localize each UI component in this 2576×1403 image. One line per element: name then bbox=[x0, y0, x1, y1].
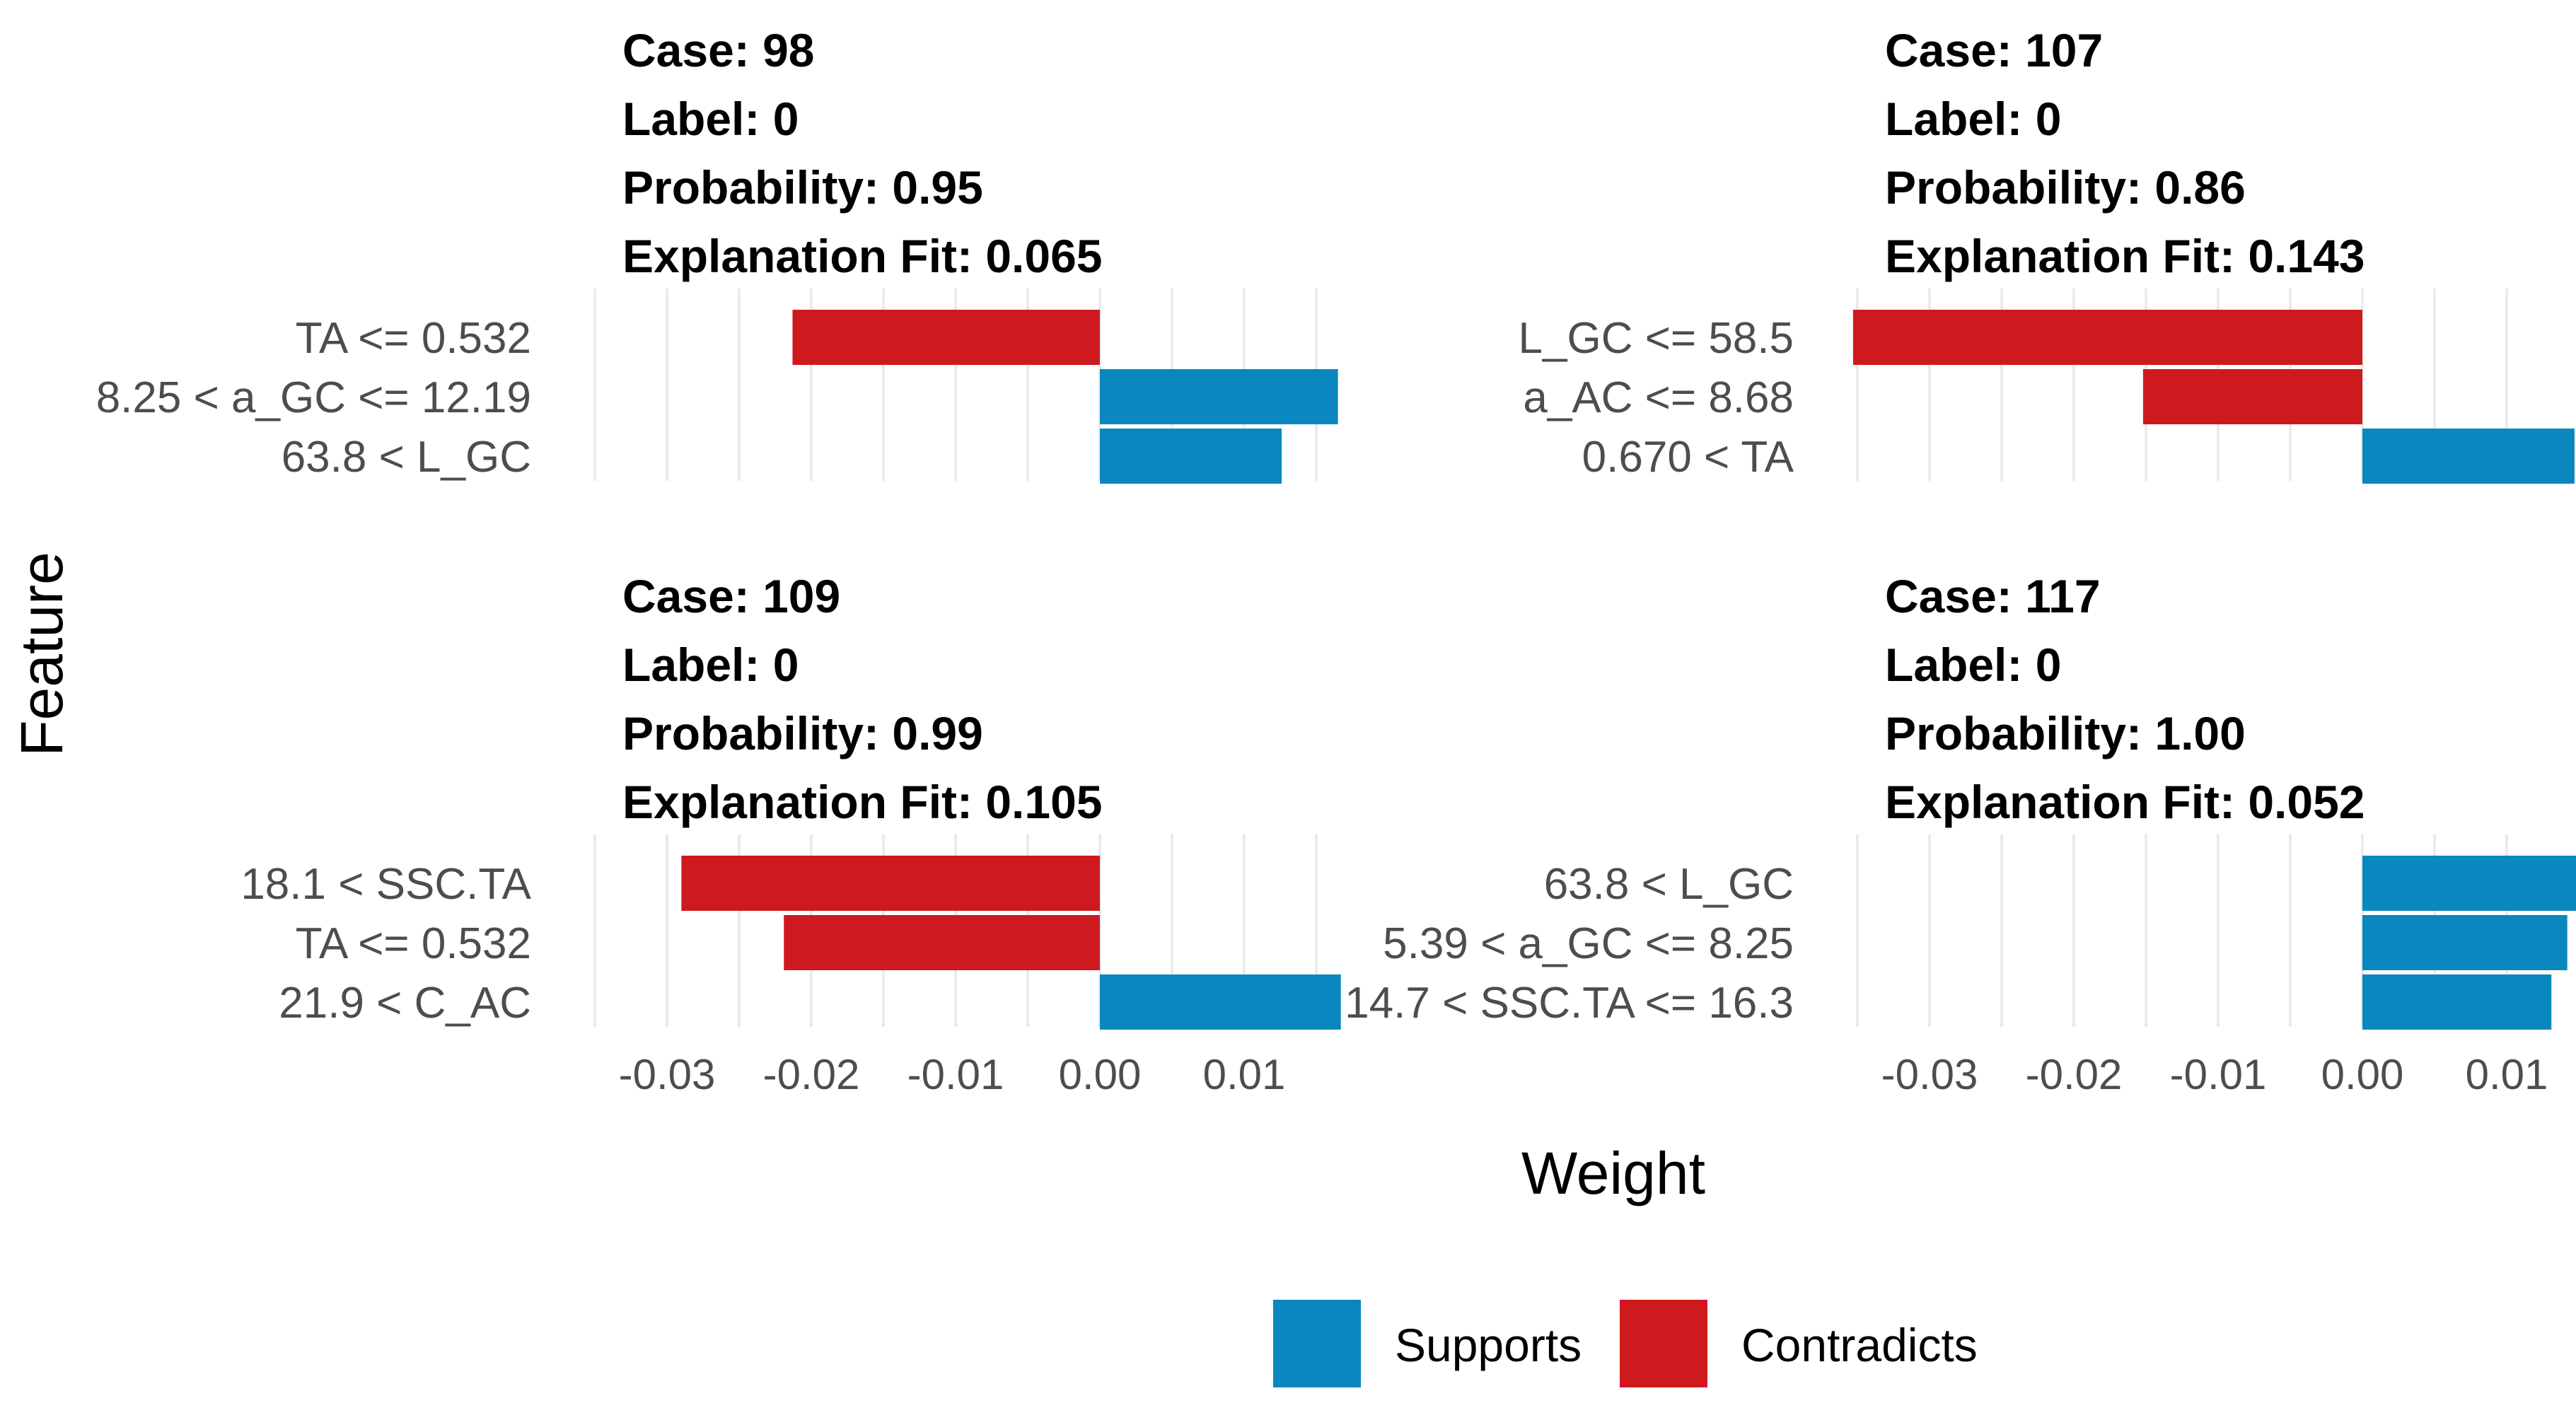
panel-fit-text: Explanation Fit: 0.052 bbox=[1885, 776, 2365, 828]
bar-supports bbox=[2362, 429, 2575, 484]
panel-case-text: Case: 98 bbox=[622, 24, 815, 76]
x-tick-label: -0.03 bbox=[619, 1051, 716, 1098]
feature-label: 8.25 < a_GC <= 12.19 bbox=[96, 373, 531, 422]
panel-case-2: Case: 109 Label: 0 Probability: 0.99 Explan… bbox=[240, 570, 1340, 1098]
panel-case-3: Case: 117 Label: 0 Probability: 1.00 Explan… bbox=[1345, 570, 2576, 1098]
bar-supports bbox=[1100, 369, 1338, 424]
legend-key-supports bbox=[1273, 1300, 1361, 1387]
bar-contradicts bbox=[784, 915, 1100, 970]
panel-fit-text: Explanation Fit: 0.065 bbox=[622, 230, 1103, 282]
panel-probability-text: Probability: 0.86 bbox=[1885, 161, 2246, 214]
bar-supports bbox=[2362, 974, 2551, 1030]
feature-label: L_GC <= 58.5 bbox=[1519, 314, 1794, 363]
bar-supports bbox=[1100, 429, 1282, 484]
feature-label: a_AC <= 8.68 bbox=[1523, 373, 1794, 422]
x-tick-label: -0.02 bbox=[763, 1051, 860, 1098]
panel-probability-text: Probability: 0.95 bbox=[622, 161, 983, 214]
feature-label: TA <= 0.532 bbox=[296, 919, 531, 968]
panel-case-text: Case: 107 bbox=[1885, 24, 2103, 76]
panel-label-text: Label: 0 bbox=[622, 93, 799, 145]
panel-case-text: Case: 117 bbox=[1885, 570, 2101, 622]
x-tick-label: 0.00 bbox=[2321, 1051, 2404, 1098]
x-tick-label: -0.01 bbox=[2170, 1051, 2267, 1098]
feature-label: 5.39 < a_GC <= 8.25 bbox=[1383, 919, 1794, 968]
panel-probability-text: Probability: 0.99 bbox=[622, 707, 983, 759]
panel-case-0: Case: 98 Label: 0 Probability: 0.95 Explana… bbox=[96, 24, 1338, 484]
bar-supports bbox=[2362, 856, 2576, 911]
panel-fit-text: Explanation Fit: 0.105 bbox=[622, 776, 1103, 828]
feature-label: TA <= 0.532 bbox=[296, 314, 531, 363]
x-tick-label: -0.02 bbox=[2026, 1051, 2123, 1098]
x-tick-label: -0.01 bbox=[907, 1051, 1004, 1098]
x-tick-label: 0.00 bbox=[1059, 1051, 1142, 1098]
bar-contradicts bbox=[2143, 369, 2362, 424]
feature-label: 63.8 < L_GC bbox=[1544, 860, 1794, 909]
legend: Supports Contradicts bbox=[1273, 1300, 1978, 1387]
x-tick-label: 0.01 bbox=[1203, 1051, 1286, 1098]
bar-contradicts bbox=[792, 310, 1100, 365]
feature-label: 21.9 < C_AC bbox=[279, 979, 531, 1027]
x-axis-title: Weight bbox=[1521, 1140, 1705, 1206]
feature-label: 18.1 < SSC.TA bbox=[240, 860, 531, 909]
x-tick-label: -0.03 bbox=[1881, 1051, 1978, 1098]
bar-contradicts bbox=[1853, 310, 2362, 365]
bar-supports bbox=[1100, 974, 1341, 1030]
feature-label: 14.7 < SSC.TA <= 16.3 bbox=[1345, 979, 1794, 1027]
panel-label-text: Label: 0 bbox=[622, 639, 799, 691]
bar-contradicts bbox=[681, 856, 1100, 911]
panel-fit-text: Explanation Fit: 0.143 bbox=[1885, 230, 2365, 282]
legend-label-supports: Supports bbox=[1395, 1319, 1582, 1371]
panel-label-text: Label: 0 bbox=[1885, 639, 2061, 691]
panel-case-1: Case: 107 Label: 0 Probability: 0.86 Explan… bbox=[1519, 24, 2576, 484]
panel-case-text: Case: 109 bbox=[622, 570, 840, 622]
panel-probability-text: Probability: 1.00 bbox=[1885, 707, 2246, 759]
y-axis-title: Feature bbox=[8, 552, 75, 757]
panel-label-text: Label: 0 bbox=[1885, 93, 2061, 145]
legend-key-contradicts bbox=[1620, 1300, 1707, 1387]
bar-supports bbox=[2362, 915, 2568, 970]
feature-label: 63.8 < L_GC bbox=[282, 433, 531, 482]
x-tick-label: 0.01 bbox=[2466, 1051, 2548, 1098]
feature-label: 0.670 < TA bbox=[1582, 433, 1794, 482]
legend-label-contradicts: Contradicts bbox=[1741, 1319, 1978, 1371]
